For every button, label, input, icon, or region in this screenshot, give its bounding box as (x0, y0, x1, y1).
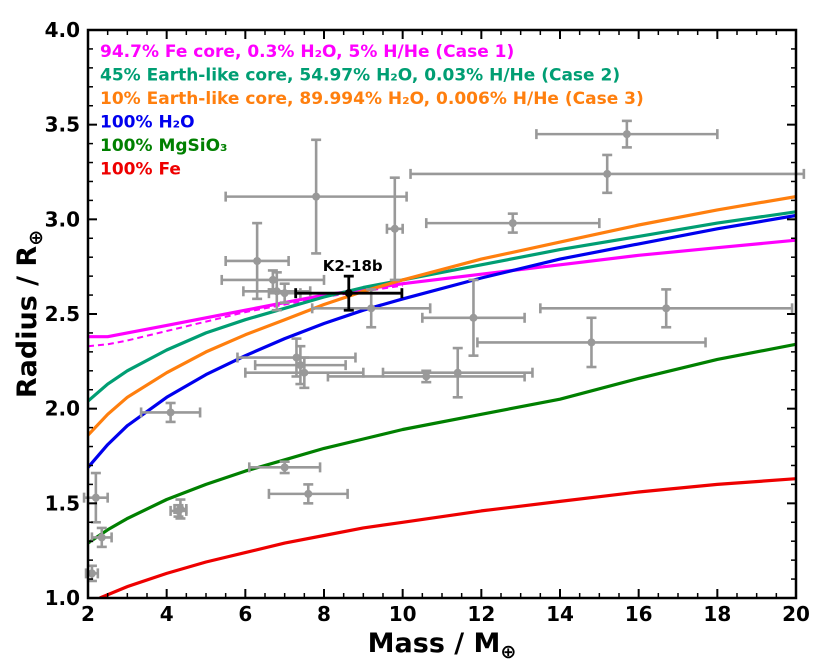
data-point-21 (421, 278, 526, 357)
data-point-18 (385, 176, 404, 282)
x-tick-label: 14 (546, 602, 574, 626)
legend-entry-6: 100% Fe (100, 160, 181, 180)
y-axis-label: Radius / R⊕ (12, 230, 47, 398)
curve-7 (99, 477, 796, 598)
data-point-25 (535, 119, 719, 149)
point-marker (390, 224, 399, 233)
point-marker (166, 408, 175, 417)
legend-entry-3: 10% Earth-like core, 89.994% H₂O, 0.006%… (100, 89, 644, 109)
data-point-15 (267, 483, 349, 505)
y-tick-label: 4.0 (45, 18, 80, 42)
point-marker (87, 569, 96, 578)
y-tick-label: 1.0 (45, 586, 80, 610)
point-marker (312, 192, 321, 201)
y-axis-label-sub: ⊕ (25, 230, 47, 246)
data-point-11 (247, 460, 322, 475)
data-point-13 (253, 344, 347, 386)
data-point-3 (90, 526, 113, 549)
legend: 94.7% Fe core, 0.3% H₂O, 5% H/He (Case 1… (100, 42, 644, 180)
point-marker (367, 304, 376, 313)
data-point-2 (82, 471, 109, 524)
point-marker (508, 219, 517, 228)
point-marker (292, 353, 301, 362)
point-marker (422, 372, 431, 381)
k2-18b-marker (344, 289, 353, 298)
curve-1 (88, 238, 796, 339)
point-marker (300, 368, 309, 377)
curve-4 (88, 195, 796, 437)
point-marker (91, 493, 100, 502)
x-tick-label: 10 (389, 602, 417, 626)
y-tick-label: 3.5 (45, 113, 80, 137)
x-tick-label: 12 (467, 602, 495, 626)
point-marker (280, 289, 289, 298)
axis-ticks: 2 4 6 8 10 12 14 16 18 20 1.0 1.5 2.0 2.5 3.0 3.5 4.0 (45, 18, 810, 626)
point-marker (268, 275, 277, 284)
x-tick-label: 8 (317, 602, 331, 626)
model-curves (88, 195, 796, 598)
y-tick-label: 2.5 (45, 302, 80, 326)
point-marker (280, 463, 289, 472)
point-marker (296, 361, 305, 370)
x-tick-label: 18 (703, 602, 731, 626)
curve-3 (88, 210, 796, 403)
data-point-9 (242, 271, 312, 312)
x-tick-label: 16 (625, 602, 653, 626)
data-point-12 (236, 337, 357, 378)
point-marker (662, 304, 671, 313)
legend-entry-5: 100% MgSiO₃ (100, 136, 228, 156)
data-point-24 (409, 153, 806, 195)
data-point-17 (310, 288, 432, 329)
data-point-1 (84, 564, 100, 583)
data-point-4 (139, 401, 202, 424)
point-marker (622, 130, 631, 139)
data-point-7 (224, 221, 290, 301)
x-tick-label: 20 (782, 602, 810, 626)
point-marker (469, 313, 478, 322)
point-marker (253, 256, 262, 265)
x-axis-label: Mass / M⊕ (368, 628, 517, 663)
x-tick-label: 4 (160, 602, 174, 626)
point-marker (304, 489, 313, 498)
data-points (82, 119, 806, 583)
y-axis-label-main: Radius / R (12, 246, 43, 399)
data-point-26 (539, 288, 794, 329)
x-axis-label-main: Mass / M (368, 628, 501, 659)
x-axis-label-sub: ⊕ (500, 641, 516, 663)
k2-18b-point (294, 274, 404, 312)
legend-entry-1: 94.7% Fe core, 0.3% H₂O, 5% H/He (Case 1… (100, 42, 514, 62)
k2-18b-label: K2-18b (323, 257, 383, 275)
y-tick-label: 2.0 (45, 397, 80, 421)
data-point-14 (244, 356, 365, 390)
data-point-22 (424, 212, 601, 234)
point-marker (453, 368, 462, 377)
data-point-20 (381, 346, 534, 399)
point-marker (174, 506, 183, 515)
point-marker (603, 169, 612, 178)
curve-6 (88, 342, 796, 545)
x-tick-label: 6 (238, 602, 252, 626)
legend-entry-2: 45% Earth-like core, 54.97% H₂O, 0.03% H… (100, 66, 620, 86)
data-point-16 (224, 138, 408, 255)
y-tick-label: 1.5 (45, 491, 80, 515)
data-point-6 (169, 503, 188, 518)
point-marker (97, 533, 106, 542)
point-marker (587, 338, 596, 347)
x-tick-label: 2 (81, 602, 95, 626)
y-tick-label: 3.0 (45, 207, 80, 231)
legend-entry-4: 100% H₂O (100, 113, 195, 133)
data-point-23 (476, 316, 707, 369)
